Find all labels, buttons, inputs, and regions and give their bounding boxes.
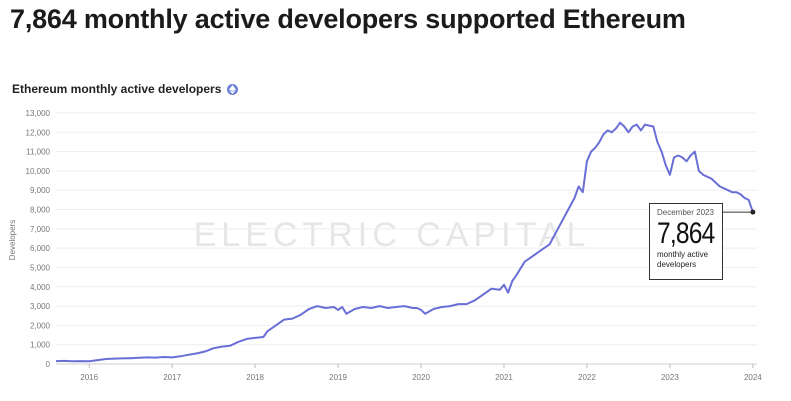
y-axis-ticks: 0 1,000 2,000 3,000 4,000 5,000 6,000 7,000 8,00… (26, 109, 51, 369)
y-axis-title: Developers (8, 220, 17, 260)
x-axis-ticks: 2016 2017 2018 2019 2020 2021 2022 2023 2024 (80, 364, 762, 382)
callout-date: December 2023 (657, 208, 714, 217)
chart-title: Ethereum monthly active developers (12, 82, 222, 96)
y-tick-label: 6,000 (30, 244, 51, 253)
x-tick-label: 2018 (246, 373, 264, 382)
y-tick-label: 9,000 (30, 186, 51, 195)
ethereum-icon (227, 83, 239, 95)
y-tick-label: 5,000 (30, 263, 51, 272)
chart-title-row: Ethereum monthly active developers (12, 82, 239, 96)
series-line (55, 121, 754, 363)
y-tick-label: 11,000 (26, 148, 50, 157)
x-tick-label: 2020 (412, 373, 430, 382)
x-tick-label: 2016 (80, 373, 98, 382)
y-tick-label: 0 (46, 360, 51, 369)
callout-label-line2: developers (657, 260, 697, 269)
y-tick-label: 10,000 (26, 167, 51, 176)
y-tick-label: 2,000 (30, 321, 51, 330)
y-tick-label: 7,000 (30, 225, 51, 234)
y-tick-label: 4,000 (30, 283, 51, 292)
y-tick-label: 13,000 (26, 109, 51, 118)
y-tick-label: 12,000 (26, 128, 51, 137)
callout-value: 7,864 (657, 217, 715, 250)
value-callout: December 2023 7,864 monthly active devel… (649, 203, 723, 280)
y-tick-label: 8,000 (30, 206, 51, 215)
x-tick-label: 2017 (163, 373, 181, 382)
callout-label-line1: monthly active (657, 250, 709, 259)
y-tick-label: 1,000 (30, 341, 51, 350)
x-tick-label: 2019 (329, 373, 347, 382)
y-tick-label: 3,000 (30, 302, 51, 311)
x-tick-label: 2021 (495, 373, 513, 382)
page-title: 7,864 monthly active developers supporte… (10, 4, 686, 34)
x-tick-label: 2024 (744, 373, 762, 382)
x-tick-label: 2023 (661, 373, 679, 382)
x-tick-label: 2022 (578, 373, 596, 382)
